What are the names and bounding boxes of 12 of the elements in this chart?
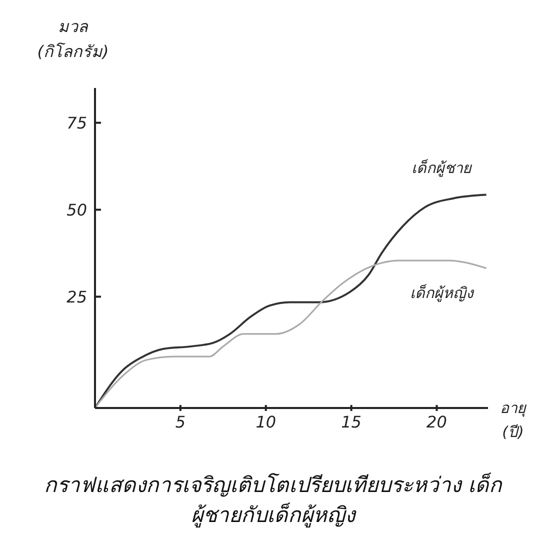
x-axis-title: อายุ (ปี) bbox=[499, 398, 528, 443]
series-label: เด็กผู้หญิง bbox=[410, 284, 475, 302]
y-tick-label: 25 bbox=[66, 287, 87, 306]
x-tick-label: 20 bbox=[426, 412, 447, 432]
x-tick-label: 15 bbox=[341, 412, 362, 432]
x-tick-label: 10 bbox=[256, 412, 276, 432]
y-tick-label: 50 bbox=[66, 200, 87, 220]
text: กราฟแสดงการเจริญเติบโตเปรียบเทียบระหว่าง เด็กผู้ชายกับเด็กผู้หญิง bbox=[43, 472, 503, 530]
y-axis-title: มวล (กิโลกรัม) bbox=[36, 16, 110, 63]
series-label: เด็กผู้ชาย bbox=[411, 158, 472, 177]
x-tick-label: 5 bbox=[175, 412, 186, 432]
y-tick-label: 75 bbox=[66, 113, 87, 132]
